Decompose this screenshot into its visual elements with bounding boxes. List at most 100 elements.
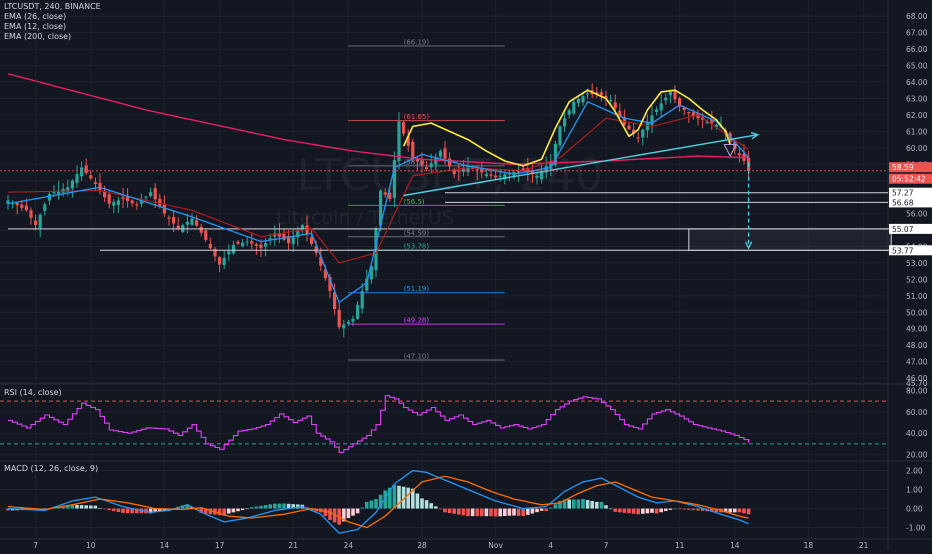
candle: [540, 170, 544, 180]
time-axis[interactable]: 7 10 14 17 21 24 28 Nov 4 7 11 14 18 21: [33, 541, 868, 550]
candle: [250, 241, 254, 244]
bar-countdown-tag-bg: [889, 173, 932, 184]
target-box[interactable]: [688, 228, 892, 251]
macd-histogram-bar: [415, 493, 420, 509]
macd-histogram-bar: [365, 501, 369, 509]
candle: [664, 97, 668, 101]
price-axis[interactable]: 68.00 67.00 66.00 65.00 64.00 63.00 62.00 61.00…: [889, 12, 932, 533]
macd-tick-label: 2.00: [906, 467, 923, 476]
macd-histogram-bar: [66, 505, 70, 509]
candle: [471, 167, 475, 169]
price-level-tag[interactable]: 57.27: [892, 189, 914, 198]
macd-histogram-bar: [135, 508, 139, 514]
macd-histogram-bar: [746, 508, 751, 515]
candle: [411, 141, 415, 158]
macd-histogram-bar: [636, 508, 640, 515]
price-pane[interactable]: (66.19) (61.65) (58.9) (56.5) (54.59) (53.78)…: [0, 38, 892, 361]
price-tick-label: 66.00: [906, 45, 928, 54]
price-level-tag[interactable]: 53.77: [892, 246, 914, 255]
macd-histogram-bar: [102, 508, 107, 510]
macd-histogram-bar: [351, 508, 355, 516]
macd-histogram-bar: [604, 505, 608, 509]
legend-ema26[interactable]: EMA (26, close): [4, 12, 67, 21]
price-tick-label: 53.00: [906, 259, 928, 268]
candle: [300, 225, 304, 230]
candle: [691, 112, 695, 117]
candle: [733, 141, 737, 150]
macd-histogram-bar: [723, 508, 728, 513]
macd-histogram-bar: [291, 504, 295, 509]
candle: [126, 195, 130, 201]
candle: [351, 318, 355, 322]
candle: [622, 116, 626, 125]
candle: [360, 290, 364, 309]
candle: [34, 220, 38, 226]
macd-histogram-bar: [424, 500, 429, 509]
macd-histogram-bar: [420, 498, 424, 509]
candle: [466, 165, 470, 173]
candle: [461, 168, 465, 172]
candle: [342, 324, 346, 329]
legend-ema200[interactable]: EMA (200, close): [4, 32, 72, 41]
macd-histogram-bar: [447, 508, 452, 514]
price-level-tag[interactable]: 56.68: [892, 198, 914, 207]
macd-histogram-bar: [572, 499, 576, 509]
candle: [627, 125, 631, 130]
candle: [268, 238, 272, 241]
candle: [47, 193, 51, 201]
macd-histogram-bar: [677, 508, 682, 510]
macd-histogram-bar: [659, 508, 663, 513]
candle: [526, 168, 530, 173]
macd-histogram-bar: [332, 508, 337, 523]
macd-histogram-bar: [245, 508, 249, 510]
macd-histogram-bar: [461, 508, 466, 516]
candle: [655, 109, 659, 112]
candle: [737, 153, 741, 156]
macd-histogram-bar: [323, 508, 328, 517]
price-tick-label: 64.00: [906, 78, 928, 87]
price-level-tag[interactable]: 55.07: [892, 225, 914, 234]
macd-histogram-bar: [116, 508, 121, 513]
macd-pane[interactable]: [6, 469, 751, 535]
macd-histogram-bar: [742, 508, 746, 514]
fib-level-label: (49.28): [404, 317, 430, 325]
macd-histogram-bar: [544, 508, 548, 511]
price-tick-label: 67.00: [906, 29, 928, 38]
candle: [305, 225, 309, 235]
candle: [314, 246, 318, 254]
macd-tick-label: 0.00: [906, 505, 923, 514]
macd-histogram-bar: [98, 508, 102, 509]
macd-histogram-bar: [107, 508, 111, 511]
macd-histogram-bar: [296, 504, 300, 509]
rsi-pane[interactable]: [0, 395, 888, 454]
time-tick-label: 18: [804, 541, 814, 550]
candle: [52, 192, 56, 194]
rsi-title: RSI (14, close): [4, 388, 62, 397]
price-tick-label: 52.00: [906, 275, 928, 284]
candle: [687, 112, 691, 114]
candle: [613, 102, 617, 109]
head-shoulders-pattern[interactable]: [402, 89, 731, 167]
candle: [43, 204, 47, 211]
candle: [176, 225, 180, 229]
macd-histogram-bar: [599, 501, 604, 509]
candle: [116, 200, 120, 206]
candle: [558, 126, 562, 146]
neckline-trendline[interactable]: [403, 133, 758, 197]
macd-line: [7, 469, 749, 535]
candle: [535, 175, 539, 179]
time-tick-label: 7: [33, 541, 38, 550]
candle: [296, 231, 300, 238]
legend-ema12[interactable]: EMA (12, close): [4, 22, 67, 31]
price-level-tag-bg: [889, 187, 932, 198]
symbol-title[interactable]: LTCUSDT, 240, BINANCE: [4, 2, 101, 11]
price-tick-label: 47.00: [906, 358, 928, 367]
macd-histogram-bar: [493, 508, 498, 517]
bar-countdown-tag[interactable]: 05:52:42: [892, 175, 926, 184]
candle: [581, 96, 585, 103]
last-price-tag[interactable]: 58.59: [892, 163, 914, 172]
macd-histogram-bar: [392, 484, 397, 509]
macd-histogram-bar: [153, 508, 157, 512]
